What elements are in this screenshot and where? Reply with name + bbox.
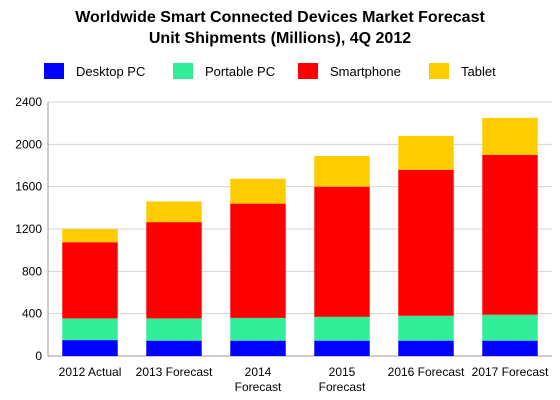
- bar-segment: [398, 135, 454, 170]
- x-tick-label: 2017 Forecast: [472, 365, 549, 379]
- legend-swatch-tablet: [429, 63, 449, 79]
- x-tick-label: 2012 Actual: [59, 365, 122, 379]
- bar-segment: [482, 117, 538, 155]
- bar-segment: [314, 316, 370, 341]
- bar-segment: [482, 154, 538, 315]
- bar-segment: [398, 169, 454, 316]
- legend-label-tablet: Tablet: [461, 63, 496, 79]
- legend-label-smartphone: Smartphone: [330, 63, 401, 79]
- bar-segment: [230, 340, 286, 356]
- y-tick-label: 0: [35, 349, 42, 363]
- x-tick-label: Forecast: [235, 380, 282, 394]
- bar-segment: [230, 178, 286, 204]
- y-tick-label: 800: [22, 264, 42, 278]
- y-tick-label: 2400: [15, 95, 42, 109]
- bar-segment: [314, 155, 370, 187]
- chart-title: Worldwide Smart Connected Devices Market…: [75, 9, 485, 26]
- bar-segment: [146, 318, 202, 341]
- x-tick-label: 2015: [329, 365, 356, 379]
- y-tick-label: 1200: [15, 222, 42, 236]
- bar-segment: [146, 340, 202, 356]
- x-tick-label: Forecast: [319, 380, 366, 394]
- bar-segment: [146, 222, 202, 319]
- y-tick-label: 400: [22, 307, 42, 321]
- bar-segment: [230, 203, 286, 318]
- bar-segment: [482, 340, 538, 356]
- bar-segment: [62, 242, 118, 319]
- x-tick-label: 2013 Forecast: [136, 365, 213, 379]
- bar-segment: [146, 201, 202, 223]
- bar-segment: [314, 340, 370, 356]
- x-tick-label: 2014: [245, 365, 272, 379]
- bar-segment: [398, 315, 454, 341]
- legend-swatch-desktop-pc: [44, 63, 64, 79]
- bar-segment: [314, 186, 370, 317]
- bar-segment: [62, 340, 118, 356]
- bar-segment: [398, 340, 454, 356]
- legend-item-smartphone: Smartphone: [298, 60, 401, 82]
- legend-swatch-portable-pc: [173, 63, 193, 79]
- bar-segment: [62, 318, 118, 341]
- chart-subtitle: Unit Shipments (Millions), 4Q 2012: [148, 30, 412, 47]
- legend-label-desktop-pc: Desktop PC: [76, 63, 146, 79]
- legend-item-portable-pc: Portable PC: [173, 60, 275, 82]
- bar-segment: [62, 229, 118, 243]
- legend-swatch-smartphone: [298, 63, 318, 79]
- y-tick-label: 2000: [15, 137, 42, 151]
- legend-label-portable-pc: Portable PC: [205, 63, 276, 79]
- y-tick-label: 1600: [15, 180, 42, 194]
- x-tick-label: 2016 Forecast: [388, 365, 465, 379]
- bar-segment: [482, 314, 538, 341]
- bar-segment: [230, 317, 286, 341]
- legend: Desktop PC Portable PC Smartphone Tablet: [0, 60, 560, 82]
- legend-item-desktop-pc: Desktop PC: [44, 60, 145, 82]
- legend-item-tablet: Tablet: [429, 60, 496, 82]
